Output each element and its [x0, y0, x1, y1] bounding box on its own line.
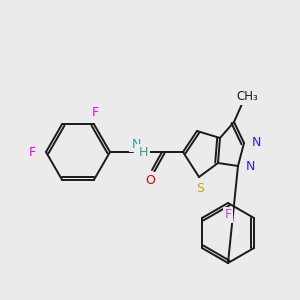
Text: H: H [138, 146, 148, 158]
Text: O: O [145, 173, 155, 187]
Text: CH₃: CH₃ [236, 91, 258, 103]
Text: N: N [131, 137, 141, 151]
Text: F: F [92, 106, 99, 119]
Text: N: N [245, 160, 255, 173]
Text: S: S [196, 182, 204, 194]
Text: F: F [224, 208, 232, 221]
Text: F: F [28, 146, 36, 160]
Text: N: N [251, 136, 261, 149]
